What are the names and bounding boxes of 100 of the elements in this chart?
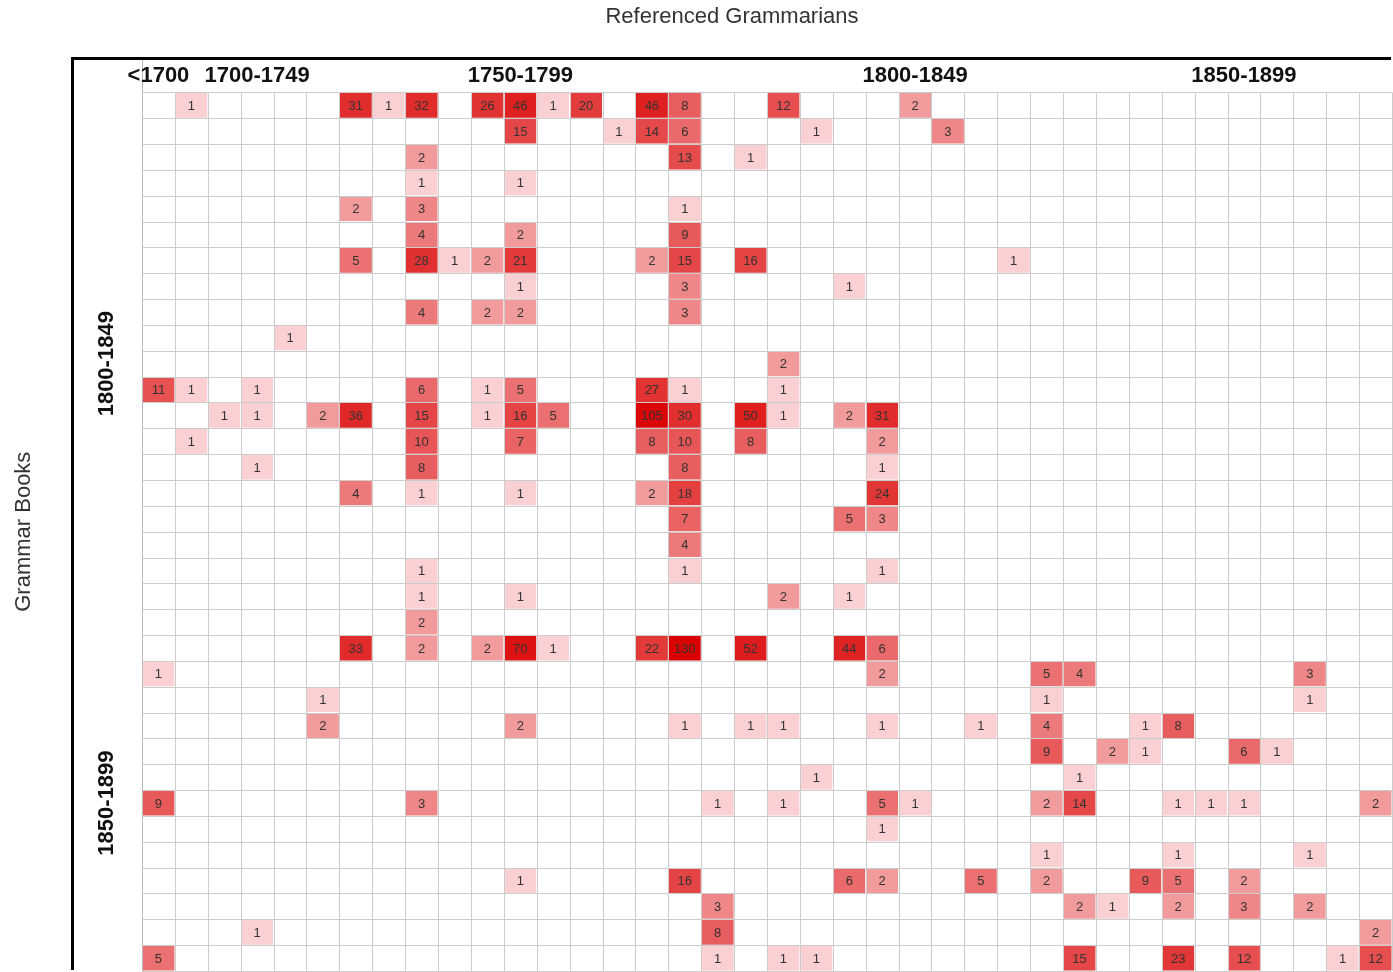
data-label: 1 xyxy=(1042,692,1051,708)
data-label: 1 xyxy=(483,407,492,423)
data-label: 2 xyxy=(1108,743,1117,759)
data-label: 2 xyxy=(516,304,524,320)
data-label: 1 xyxy=(1306,692,1314,708)
data-label: 2 xyxy=(648,485,656,501)
data-label: 3 xyxy=(714,898,722,914)
data-label: 23 xyxy=(1170,950,1186,966)
data-label: 44 xyxy=(842,640,857,656)
data-label: 1 xyxy=(1240,795,1248,811)
data-label: 1 xyxy=(779,950,788,966)
data-label: 18 xyxy=(677,485,692,501)
data-label: 1 xyxy=(220,407,228,423)
data-label: 1 xyxy=(253,924,261,940)
data-label: 3 xyxy=(878,511,886,527)
data-label: 1 xyxy=(286,330,294,346)
data-label: 6 xyxy=(1240,743,1248,759)
data-label: 1 xyxy=(714,950,722,966)
x-tick-label: 1750-1799 xyxy=(467,62,573,88)
data-label: 6 xyxy=(417,382,426,398)
data-label: 2 xyxy=(483,304,492,320)
data-label: 2 xyxy=(352,201,360,217)
data-label: 46 xyxy=(513,97,528,113)
data-label: 15 xyxy=(414,407,429,423)
data-label: 5 xyxy=(352,252,360,268)
data-label: 1 xyxy=(779,382,788,398)
data-label: 15 xyxy=(513,123,528,139)
data-label: 26 xyxy=(480,97,495,113)
data-label: 1 xyxy=(385,97,393,113)
data-label: 21 xyxy=(513,252,528,268)
data-label: 20 xyxy=(578,97,594,113)
data-label: 1 xyxy=(779,407,788,423)
data-label: 2 xyxy=(319,718,327,734)
data-label: 30 xyxy=(677,407,692,423)
x-tick-label: 1800-1849 xyxy=(862,62,968,88)
data-label: 15 xyxy=(677,252,692,268)
data-label: 15 xyxy=(1072,950,1087,966)
data-label: 7 xyxy=(681,511,689,527)
data-label: 1 xyxy=(746,718,755,734)
data-label: 4 xyxy=(681,537,689,553)
data-label: 1 xyxy=(681,718,689,734)
data-label: 1 xyxy=(450,252,459,268)
data-label: 8 xyxy=(681,459,689,475)
data-label: 5 xyxy=(845,511,853,527)
data-label: 1 xyxy=(779,795,788,811)
data-label: 11 xyxy=(151,382,166,398)
data-label: 4 xyxy=(1042,718,1051,734)
data-label: 1 xyxy=(878,718,886,734)
data-label: 5 xyxy=(549,407,557,423)
data-label: 1 xyxy=(516,485,524,501)
data-label: 1 xyxy=(1042,847,1051,863)
data-label: 1 xyxy=(549,97,557,113)
data-label: 2 xyxy=(648,252,656,268)
data-label: 8 xyxy=(417,459,426,475)
data-label: 1 xyxy=(187,433,195,449)
data-label: 2 xyxy=(417,149,426,165)
data-label: 1 xyxy=(1108,898,1117,914)
data-label: 16 xyxy=(513,407,528,423)
data-label: 1 xyxy=(1141,743,1149,759)
data-label: 2 xyxy=(319,407,327,423)
data-label: 2 xyxy=(516,227,524,243)
data-label: 2 xyxy=(1306,898,1314,914)
data-label: 1 xyxy=(681,382,689,398)
data-label: 1 xyxy=(779,718,788,734)
data-label: 1 xyxy=(878,821,886,837)
data-label: 5 xyxy=(516,382,524,398)
data-label: 7 xyxy=(516,433,524,449)
data-label: 3 xyxy=(417,201,426,217)
data-label: 1 xyxy=(681,201,689,217)
data-label: 1 xyxy=(681,563,689,579)
data-label: 36 xyxy=(348,407,364,423)
data-label: 12 xyxy=(1368,950,1383,966)
data-label: 8 xyxy=(681,97,689,113)
data-label: 1 xyxy=(1174,795,1182,811)
data-label: 2 xyxy=(1240,873,1248,889)
data-label: 1 xyxy=(1339,950,1347,966)
data-label: 9 xyxy=(681,227,689,243)
data-label: 2 xyxy=(878,433,886,449)
data-label: 16 xyxy=(743,252,758,268)
data-label: 2 xyxy=(483,252,492,268)
data-label: 2 xyxy=(911,97,919,113)
data-label: 1 xyxy=(812,769,820,785)
data-label: 2 xyxy=(779,588,788,604)
x-tick-label: 1850-1899 xyxy=(1191,62,1297,88)
data-label: 9 xyxy=(1042,743,1051,759)
data-label: 1 xyxy=(319,692,327,708)
data-label: 2 xyxy=(845,407,853,423)
data-label: 1 xyxy=(253,459,261,475)
data-label: 5 xyxy=(878,795,886,811)
y-axis-title: Grammar Books xyxy=(10,451,36,612)
data-label: 1 xyxy=(253,382,261,398)
data-label: 1 xyxy=(812,950,820,966)
data-label: 3 xyxy=(417,795,426,811)
data-label: 1 xyxy=(1306,847,1314,863)
data-label: 1 xyxy=(187,382,195,398)
x-tick-label: <1700 xyxy=(127,62,190,88)
data-label: 1 xyxy=(187,97,195,113)
data-label: 8 xyxy=(714,924,722,940)
data-label: 1 xyxy=(1174,847,1182,863)
data-label: 1 xyxy=(1010,252,1018,268)
